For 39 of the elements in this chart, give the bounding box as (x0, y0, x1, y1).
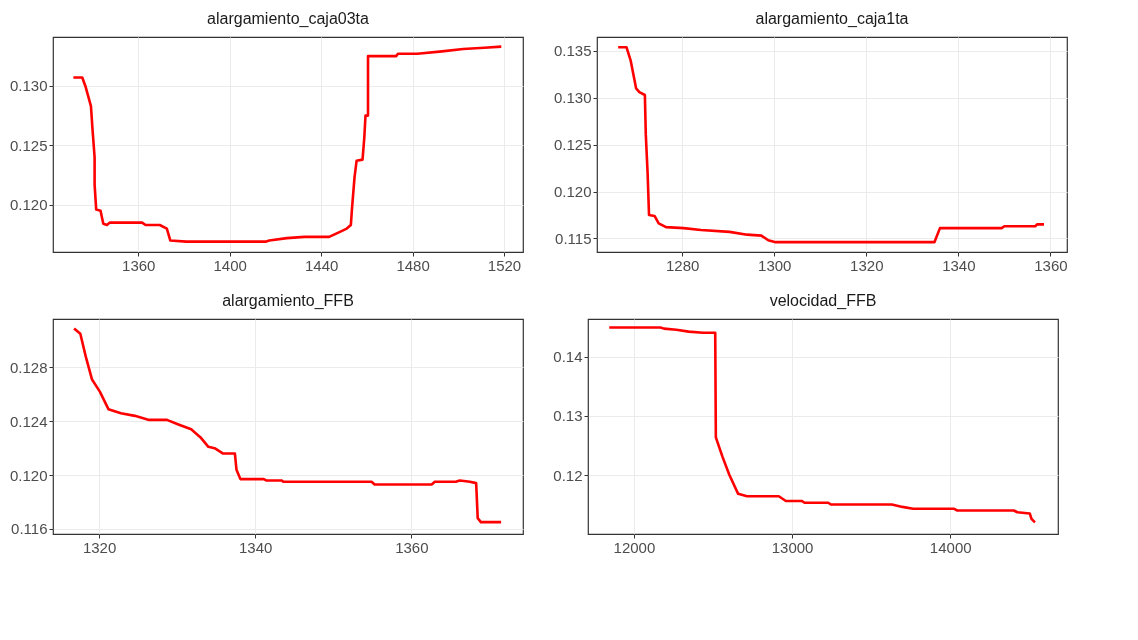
y-tick-label: 0.130 (9, 77, 48, 95)
x-tick-label: 1300 (758, 256, 792, 274)
y-tick-label: 0.125 (553, 136, 592, 154)
chart-title: velocidad_FFB (769, 292, 877, 310)
line-series (607, 326, 1037, 524)
line-series (72, 327, 503, 524)
y-tick-label: 0.13 (553, 407, 583, 425)
chart-title: alargamiento_FFB (222, 292, 354, 310)
x-tick-label: 1400 (213, 256, 247, 274)
line-series (616, 45, 1046, 244)
y-tick-label: 0.124 (9, 412, 48, 430)
y-tick-label: 0.130 (553, 89, 592, 107)
x-tick-label: 1480 (396, 256, 430, 274)
x-tick-label: 1340 (239, 538, 273, 556)
chart-title: alargamiento_caja03ta (207, 10, 370, 28)
y-tick-label: 0.115 (555, 229, 592, 247)
x-tick-label: 1340 (942, 256, 976, 274)
x-tick-label: 1520 (487, 256, 522, 274)
x-tick-label: 1360 (1034, 256, 1068, 274)
x-tick-label: 14000 (929, 538, 972, 556)
x-tick-label: 13000 (771, 538, 814, 556)
x-tick-label: 1320 (850, 256, 884, 274)
y-tick-label: 0.120 (553, 183, 592, 201)
x-tick-label: 1320 (82, 538, 117, 556)
y-tick-label: 0.120 (9, 196, 48, 214)
x-tick-label: 12000 (613, 538, 656, 556)
x-tick-label: 1360 (395, 538, 429, 556)
y-tick-label: 0.120 (9, 466, 48, 484)
y-tick-label: 0.125 (9, 136, 48, 154)
y-tick-label: 0.14 (553, 348, 583, 366)
x-tick-label: 1280 (665, 256, 700, 274)
y-tick-label: 0.116 (11, 520, 48, 538)
chart-title: alargamiento_caja1ta (755, 10, 909, 28)
x-tick-label: 1360 (122, 256, 156, 274)
x-tick-label: 1440 (304, 256, 339, 274)
y-tick-label: 0.12 (553, 466, 583, 484)
y-tick-label: 0.135 (553, 42, 592, 60)
y-tick-label: 0.128 (9, 358, 48, 376)
line-series (72, 45, 503, 243)
